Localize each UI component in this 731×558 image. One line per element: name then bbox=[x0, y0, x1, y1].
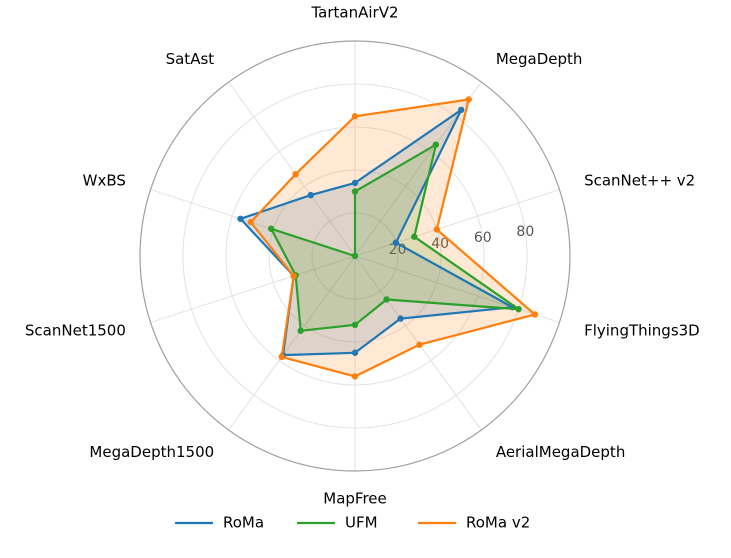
grid-ring bbox=[182, 83, 528, 429]
spoke-line bbox=[228, 81, 356, 257]
data-point bbox=[351, 188, 359, 195]
data-point bbox=[392, 239, 400, 246]
category-label: ScanNet++ v2 bbox=[584, 171, 695, 189]
data-point bbox=[290, 272, 297, 280]
spoke-line bbox=[150, 255, 356, 323]
axis-labels: TartanAirV2 MegaDepth ScanNet++ v2 FlyingTh… bbox=[25, 4, 700, 508]
legend-label: UFM bbox=[345, 514, 378, 532]
category-label: MapFree bbox=[323, 490, 387, 508]
spoke-line bbox=[354, 255, 560, 323]
data-point bbox=[351, 373, 359, 380]
category-label: WxBS bbox=[83, 171, 126, 189]
data-point bbox=[411, 233, 418, 240]
data-point bbox=[351, 321, 359, 328]
data-point bbox=[433, 226, 440, 233]
data-point bbox=[307, 191, 314, 199]
outer-ring bbox=[139, 40, 571, 472]
grid-ring bbox=[225, 126, 485, 386]
data-point bbox=[416, 341, 423, 348]
data-point bbox=[531, 311, 539, 318]
data-point bbox=[247, 218, 254, 226]
category-label: AerialMegaDepth bbox=[496, 443, 625, 461]
legend: RoMa UFM RoMa v2 bbox=[175, 514, 530, 532]
category-label: MegaDepth bbox=[496, 50, 583, 68]
data-point bbox=[465, 96, 472, 103]
spoke-line bbox=[354, 189, 560, 257]
data-point bbox=[515, 305, 522, 313]
category-label: MegaDepth1500 bbox=[89, 443, 214, 461]
series-area bbox=[250, 99, 535, 377]
data-point bbox=[351, 179, 359, 187]
data-point bbox=[351, 113, 359, 120]
legend-label: RoMa v2 bbox=[466, 514, 530, 532]
series-layer bbox=[237, 96, 539, 380]
data-point bbox=[457, 106, 465, 114]
spoke-line bbox=[228, 255, 356, 431]
data-point bbox=[267, 225, 275, 232]
radial-tick-label: 40 bbox=[431, 236, 449, 252]
data-point bbox=[397, 315, 404, 322]
data-point bbox=[297, 327, 304, 334]
data-point bbox=[351, 252, 359, 260]
data-point bbox=[292, 171, 299, 178]
radial-tick-label: 80 bbox=[516, 224, 534, 240]
category-label: TartanAirV2 bbox=[310, 4, 398, 22]
data-point bbox=[383, 296, 390, 303]
category-label: FlyingThings3D bbox=[584, 322, 700, 340]
category-label: SatAst bbox=[166, 50, 215, 68]
radial-tick-label: 60 bbox=[474, 230, 492, 246]
legend-label: RoMa bbox=[223, 514, 264, 532]
data-point bbox=[278, 353, 285, 361]
data-point bbox=[237, 215, 244, 222]
data-point bbox=[432, 141, 440, 148]
series-area bbox=[271, 144, 519, 331]
data-point bbox=[351, 349, 359, 356]
category-label: ScanNet1500 bbox=[25, 322, 126, 340]
series-area bbox=[240, 109, 513, 356]
